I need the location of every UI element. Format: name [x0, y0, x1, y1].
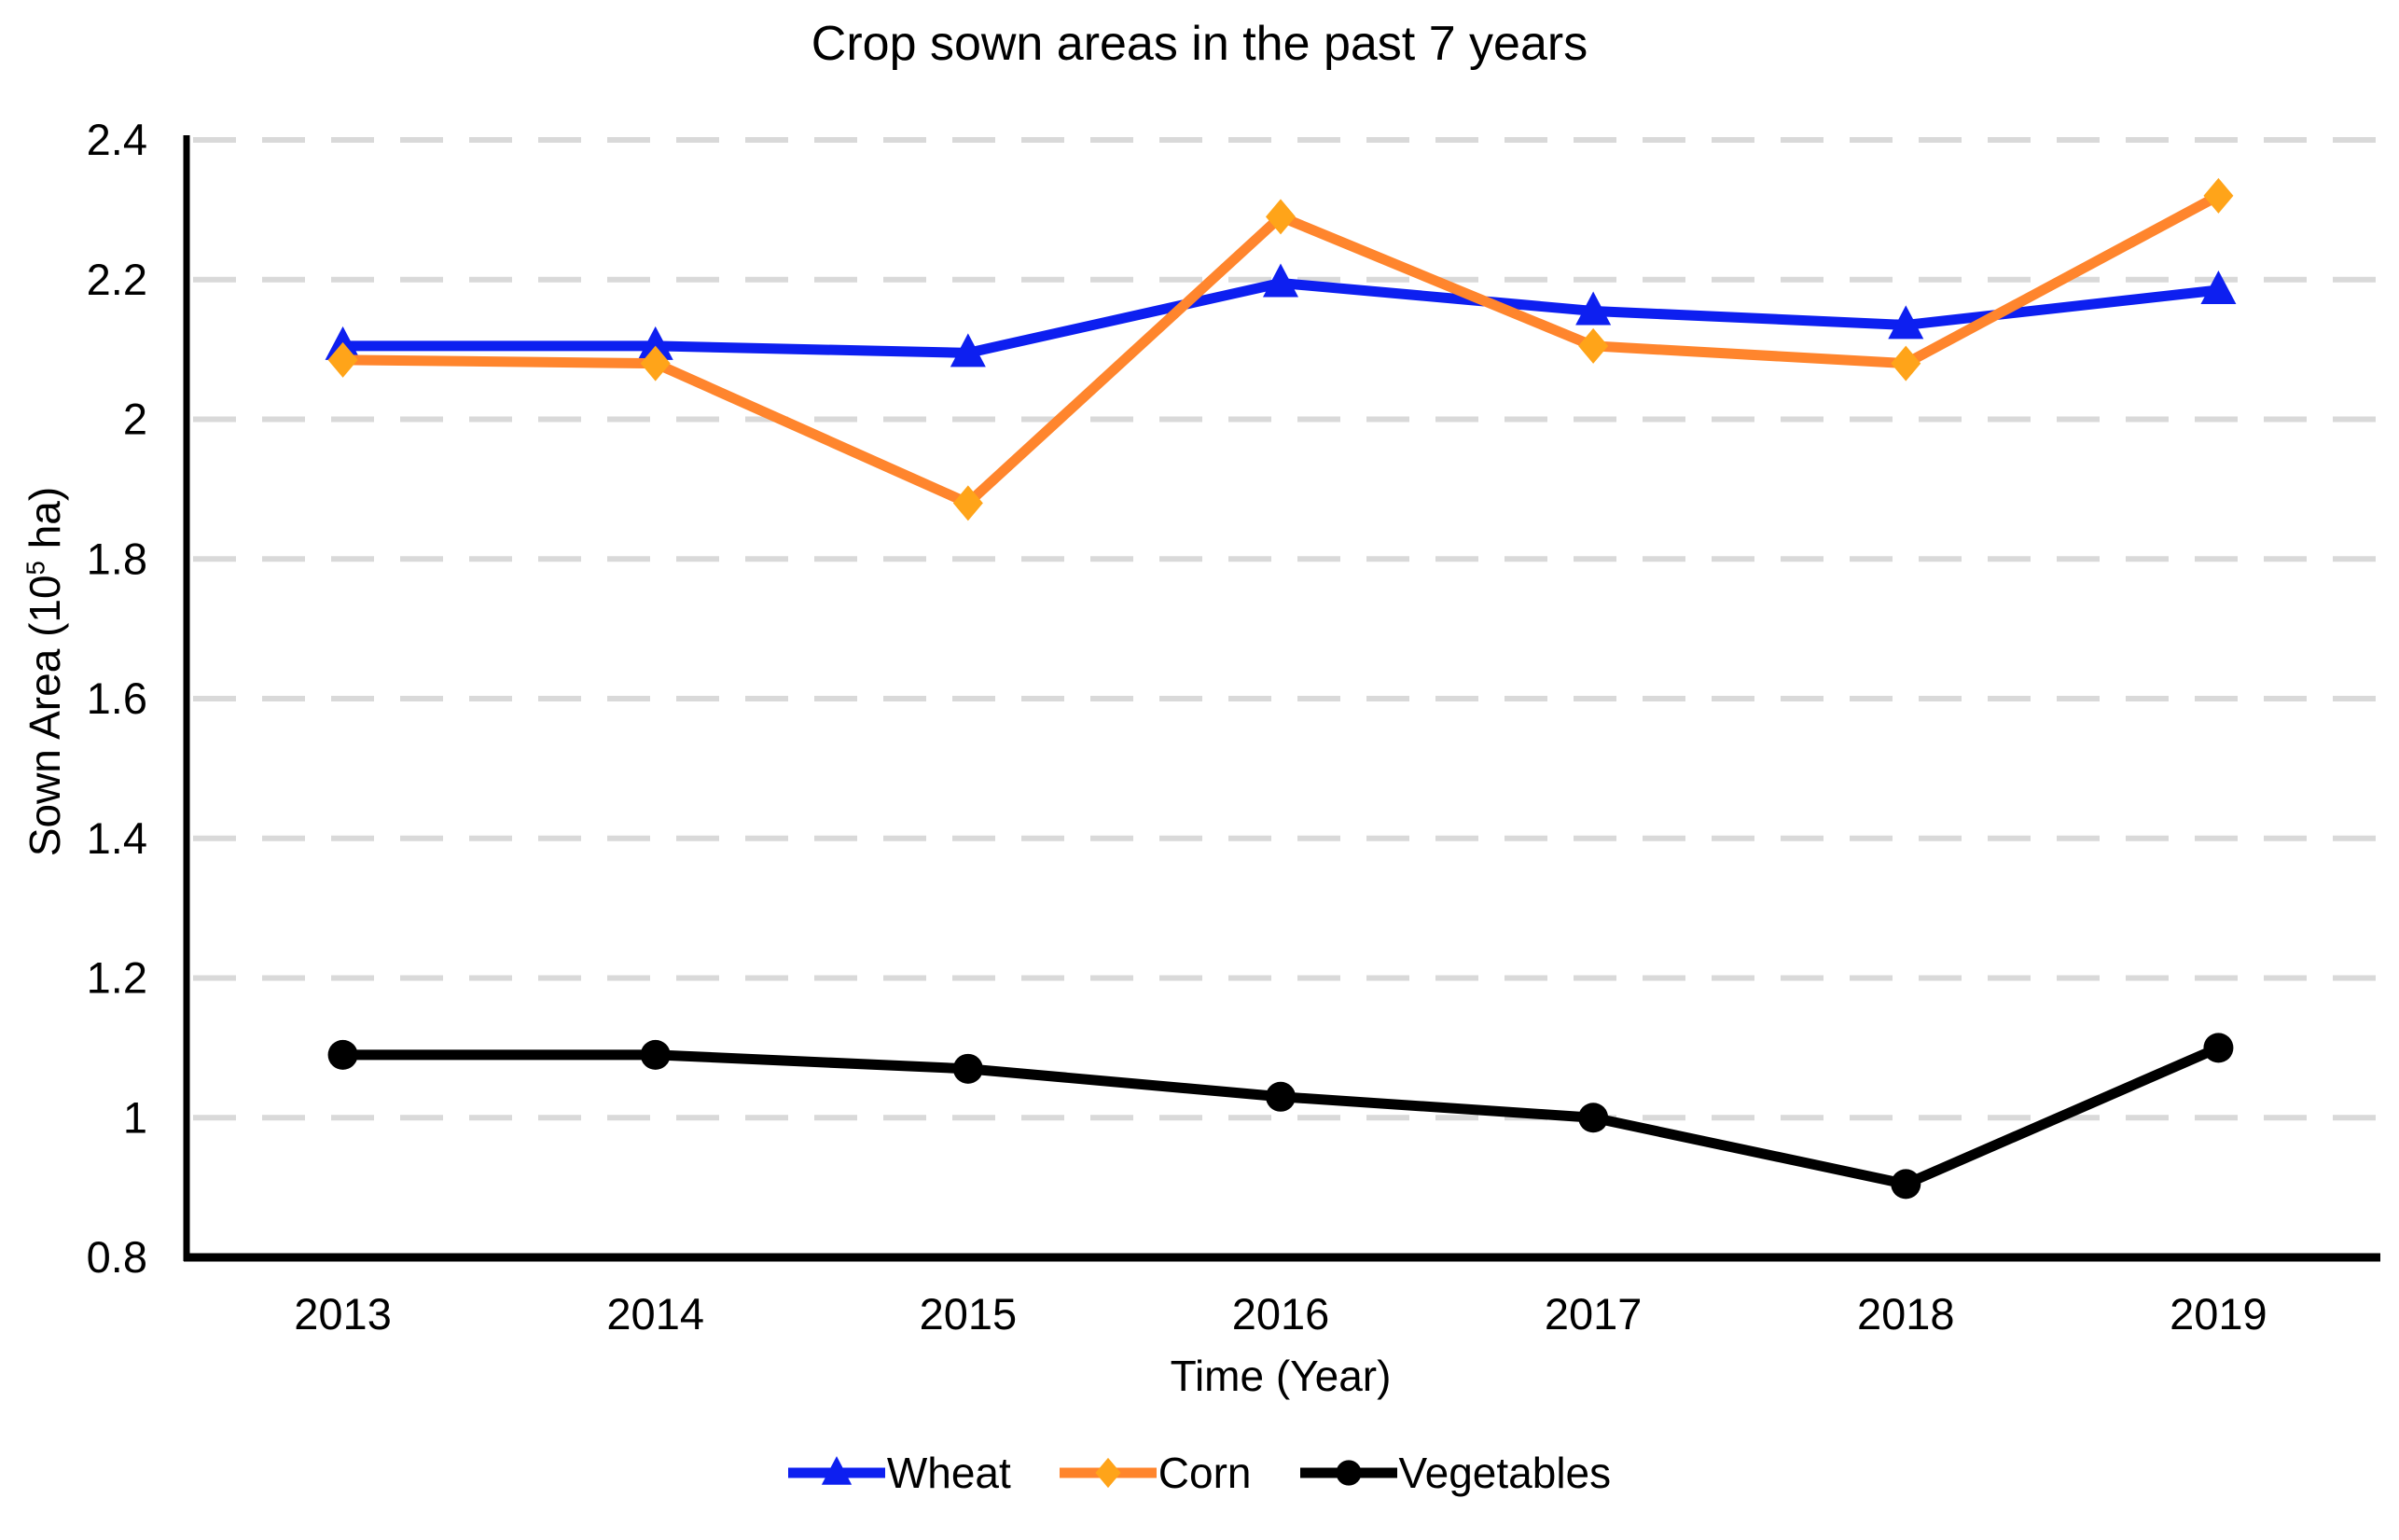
- data-point-marker-circle: [640, 1039, 671, 1070]
- x-tick-label: 2019: [2170, 1289, 2267, 1339]
- y-tick-label: 1.4: [87, 813, 147, 863]
- y-tick-label: 0.8: [87, 1232, 147, 1282]
- data-point-marker-diamond: [1095, 1457, 1121, 1489]
- data-point-marker-circle: [2203, 1033, 2234, 1063]
- y-tick-label: 1.6: [87, 673, 147, 723]
- data-point-marker-diamond: [2203, 177, 2234, 214]
- x-axis-label: Time (Year): [1170, 1352, 1392, 1400]
- data-point-marker-diamond: [952, 485, 983, 521]
- legend-label: Wheat: [886, 1449, 1011, 1497]
- data-point-marker-triangle: [950, 333, 986, 368]
- data-point-marker-circle: [1335, 1460, 1362, 1486]
- data-point-marker-circle: [1578, 1103, 1609, 1133]
- data-point-marker-diamond: [1266, 199, 1296, 235]
- legend-item-vegetables: Vegetables: [1299, 1448, 1612, 1498]
- y-tick-label: 2: [123, 395, 147, 444]
- y-tick-label: 1.8: [87, 534, 147, 583]
- x-tick-label: 2014: [606, 1289, 704, 1339]
- x-tick-label: 2016: [1232, 1289, 1330, 1339]
- y-tick-label: 1.2: [87, 953, 147, 1003]
- x-tick-label: 2018: [1857, 1289, 1955, 1339]
- data-point-marker-circle: [1891, 1169, 1921, 1200]
- data-point-marker-diamond: [640, 345, 671, 382]
- data-point-marker-triangle: [2200, 270, 2237, 304]
- legend-label: Corn: [1158, 1449, 1252, 1497]
- legend-item-corn: Corn: [1059, 1448, 1252, 1498]
- data-point-marker-circle: [327, 1039, 358, 1070]
- legend: Wheat Corn Vegetables: [0, 1448, 2399, 1498]
- legend-marker-triangle-icon: [787, 1456, 885, 1485]
- data-point-marker-diamond: [327, 341, 358, 378]
- y-tick-label: 2.2: [87, 255, 147, 304]
- legend-marker-circle-icon: [1299, 1460, 1397, 1486]
- data-point-marker-triangle: [1888, 305, 1924, 340]
- y-tick-label: 2.4: [87, 115, 147, 164]
- x-tick-label: 2017: [1545, 1289, 1643, 1339]
- x-tick-label: 2013: [294, 1289, 392, 1339]
- legend-label: Vegetables: [1398, 1449, 1612, 1497]
- legend-marker-diamond-icon: [1059, 1457, 1157, 1489]
- data-point-marker-triangle: [1263, 263, 1298, 298]
- chart-title: Crop sown areas in the past 7 years: [811, 17, 1588, 71]
- data-point-marker-triangle: [821, 1456, 852, 1485]
- data-point-marker-diamond: [1578, 327, 1609, 364]
- legend-item-wheat: Wheat: [787, 1448, 1011, 1498]
- data-point-marker-triangle: [637, 326, 673, 360]
- data-point-marker-triangle: [1575, 291, 1612, 326]
- y-tick-label: 1: [123, 1092, 147, 1142]
- data-point-marker-circle: [952, 1053, 983, 1084]
- x-tick-label: 2015: [920, 1289, 1018, 1339]
- data-point-marker-diamond: [1891, 345, 1921, 382]
- data-point-marker-circle: [1266, 1081, 1296, 1112]
